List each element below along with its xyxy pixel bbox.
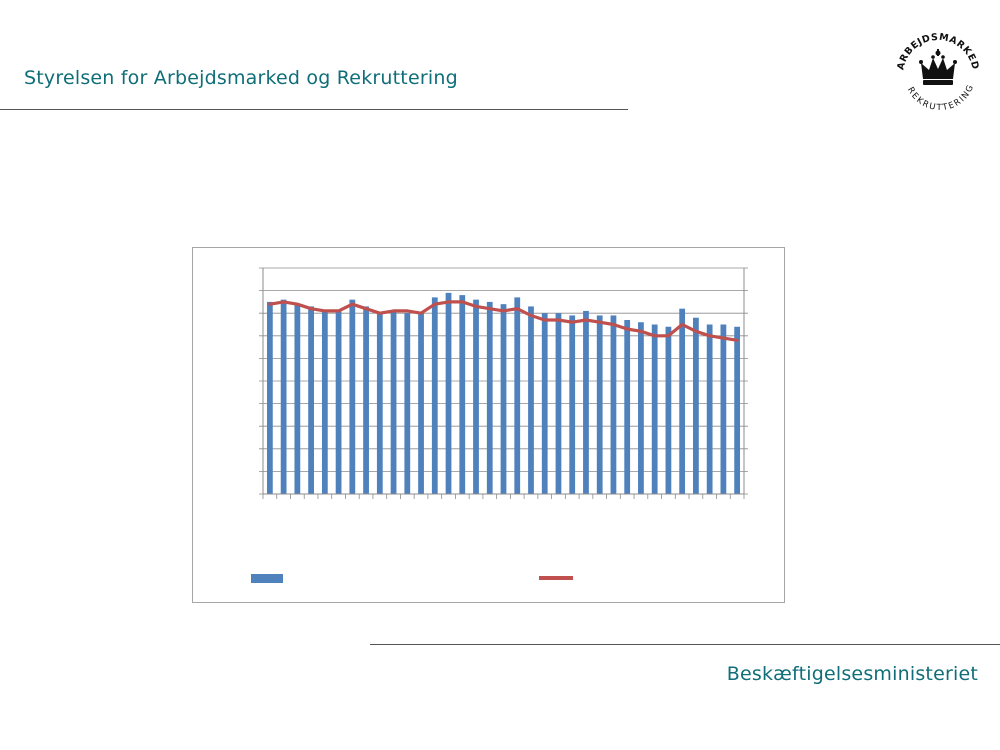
bar	[610, 315, 617, 494]
bar	[679, 308, 686, 494]
bar	[404, 313, 411, 494]
bar	[321, 310, 328, 494]
bar	[624, 319, 631, 494]
bar-line-chart	[251, 267, 748, 583]
bar	[445, 292, 452, 494]
bar	[376, 313, 383, 494]
logo-ring-text-bottom: REKRUTTERING	[905, 82, 976, 113]
bar	[583, 310, 589, 494]
bar	[638, 322, 644, 494]
ministry-name: Beskæftigelsesministeriet	[726, 663, 978, 685]
bar	[541, 313, 548, 494]
bar	[418, 313, 424, 494]
bar	[693, 317, 699, 494]
bars	[266, 292, 741, 494]
bar	[514, 297, 521, 494]
bar	[706, 324, 713, 494]
bar	[555, 313, 562, 494]
header-rule	[0, 109, 628, 110]
bar	[596, 315, 603, 494]
legend	[251, 574, 573, 583]
bar	[720, 324, 727, 494]
bar	[363, 306, 369, 494]
bar	[390, 310, 397, 494]
bar	[459, 295, 466, 494]
bar	[335, 310, 342, 494]
bar	[486, 301, 493, 494]
bar	[473, 299, 479, 494]
axes	[262, 268, 745, 499]
footer-rule	[370, 644, 1000, 645]
bar	[528, 306, 534, 494]
chart-container	[192, 247, 785, 603]
bar	[651, 324, 658, 494]
organization-title: Styrelsen for Arbejdsmarked og Rekrutter…	[24, 67, 458, 89]
line-series	[268, 300, 739, 342]
bar	[500, 304, 507, 494]
bar	[431, 297, 438, 494]
bar	[280, 299, 287, 494]
crown-logo: ARBEJDSMARKED REKRUTTERING	[895, 32, 980, 113]
bar	[734, 326, 741, 494]
bar	[569, 315, 576, 494]
trend-line	[268, 300, 739, 342]
legend-swatch-bars	[251, 574, 283, 583]
bar	[266, 301, 273, 494]
bar	[349, 299, 356, 494]
crown-icon	[919, 49, 957, 85]
bar	[308, 306, 314, 494]
bar	[665, 326, 672, 494]
bar	[294, 304, 301, 494]
